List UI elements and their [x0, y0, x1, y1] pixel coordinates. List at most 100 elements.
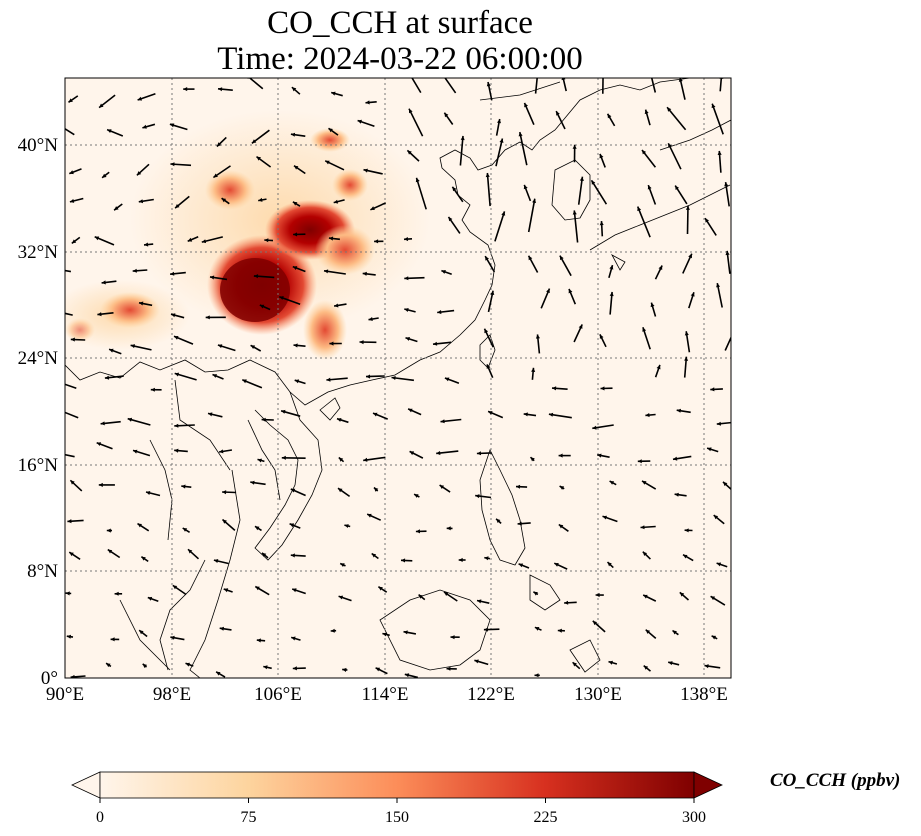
wind-arrow-head [292, 201, 298, 206]
wind-arrow-shaft [415, 177, 427, 210]
wind-arrow-head [357, 119, 362, 124]
wind-arrow-head [132, 268, 137, 273]
wind-arrow-head [558, 453, 563, 458]
wind-arrow-head [65, 591, 70, 596]
wind-arrow-head [548, 412, 554, 417]
wind-arrow-head [102, 173, 107, 178]
wind-arrow-head [329, 341, 334, 346]
wind-arrow-head [404, 308, 409, 312]
wind-arrow-head [650, 302, 655, 308]
wind-arrow-head [592, 425, 597, 430]
lat-tick-label: 32°N [18, 242, 59, 263]
wind-arrow-head [333, 199, 339, 204]
wind-arrow-head [208, 412, 213, 417]
wind-arrow-head [552, 386, 557, 391]
wind-arrow-head [250, 345, 256, 349]
wind-arrow-shaft [65, 383, 77, 389]
wind-arrow-head [279, 296, 284, 300]
wind-arrow-head [344, 524, 349, 528]
wind-arrow-head [328, 128, 333, 133]
wind-arrow-head [518, 563, 524, 568]
wind-arrow-head [609, 291, 614, 297]
chart-title-line-1: CO_CCH at surface [267, 5, 533, 41]
wind-arrow-head [256, 156, 261, 161]
wind-arrow-head [647, 185, 652, 190]
wind-arrow-head [597, 453, 602, 458]
wind-arrow-head [107, 129, 112, 133]
wind-arrow-shaft [486, 172, 491, 207]
wind-arrow-head [557, 628, 562, 633]
wind-arrow-head [69, 552, 74, 557]
wind-arrow-head [174, 336, 179, 340]
wind-arrow-head [55, 310, 59, 314]
wind-arrow-head [644, 109, 649, 115]
wind-arrow-shaft [724, 335, 731, 351]
colorbar: 0 75 150 225 300 [71, 771, 723, 826]
wind-arrow-head [595, 593, 600, 598]
wind-arrow-head [444, 112, 449, 118]
wind-arrow-head [673, 456, 678, 461]
wind-arrow-head [181, 484, 186, 489]
wind-arrow-head [325, 160, 330, 165]
wind-arrow-head [450, 635, 455, 640]
wind-arrow-head [642, 327, 647, 332]
wind-arrow-head [643, 594, 648, 599]
wind-arrow-head [114, 206, 119, 211]
wind-arrow-head [705, 218, 709, 223]
wind-arrow-head [418, 594, 423, 599]
wind-arrow-head [340, 563, 345, 567]
wind-arrow-head [94, 236, 100, 241]
wind-arrow-head [324, 269, 329, 274]
wind-arrow-head [56, 123, 61, 127]
wind-arrow-head [679, 592, 685, 597]
wind-arrow-head [448, 216, 453, 222]
wind-arrow-head [141, 556, 146, 561]
wind-arrow-head [406, 67, 410, 72]
wind-arrow-shaft [724, 181, 730, 207]
lat-tick-label: 40°N [18, 135, 59, 156]
wind-arrow-head [600, 386, 605, 391]
wind-arrow-head [458, 557, 463, 562]
wind-arrow-head [516, 484, 521, 489]
wind-arrow-head [591, 180, 596, 185]
wind-arrow-head [436, 451, 441, 456]
wind-arrow-head [554, 563, 559, 567]
wind-arrow-head [292, 266, 298, 270]
wind-arrow-head [711, 103, 716, 109]
wind-arrow-head [645, 413, 650, 418]
lon-tick-label: 122°E [467, 684, 515, 705]
wind-arrow-head [688, 253, 692, 259]
wind-arrow-head [640, 525, 645, 530]
wind-arrow-head [54, 267, 58, 271]
wind-arrow-head [293, 232, 298, 237]
wind-arrow-head [409, 451, 415, 456]
wind-arrow-head [337, 418, 342, 422]
wind-arrow-head [371, 553, 377, 558]
wind-arrow-head [255, 586, 260, 591]
wind-arrow-head [330, 628, 335, 633]
wind-arrow-head [99, 103, 104, 108]
wind-arrow-head [476, 451, 481, 456]
wind-arrow-head [518, 132, 523, 137]
wind-arrow-head [704, 664, 709, 669]
wind-arrow-head [643, 665, 649, 670]
wind-arrow-head [328, 236, 334, 241]
wind-arrow-head [490, 290, 495, 295]
wind-arrow-head [558, 524, 564, 529]
wind-arrow-head [608, 660, 613, 665]
wind-arrow-head [408, 408, 413, 413]
wind-arrow-head [291, 87, 297, 92]
wind-arrow-head [404, 237, 409, 242]
wind-arrow-head [219, 449, 224, 454]
lon-tick-label: 90°E [46, 684, 84, 705]
wind-arrow-head [69, 170, 74, 175]
wind-arrow-head [366, 374, 371, 379]
wind-arrow-head [672, 630, 677, 635]
wind-arrow-head [187, 237, 193, 242]
wind-arrow-head [182, 528, 188, 532]
wind-arrow-head [250, 480, 255, 485]
wind-arrow-head [475, 494, 480, 499]
wind-arrow-head [711, 635, 717, 640]
wind-arrow-head [170, 162, 175, 167]
